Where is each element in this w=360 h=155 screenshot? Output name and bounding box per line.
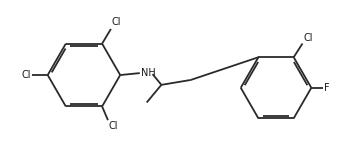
- Text: Cl: Cl: [112, 17, 121, 27]
- Text: Cl: Cl: [109, 121, 118, 131]
- Text: F: F: [324, 83, 330, 93]
- Text: NH: NH: [141, 68, 156, 78]
- Text: Cl: Cl: [22, 70, 31, 80]
- Text: Cl: Cl: [303, 33, 313, 42]
